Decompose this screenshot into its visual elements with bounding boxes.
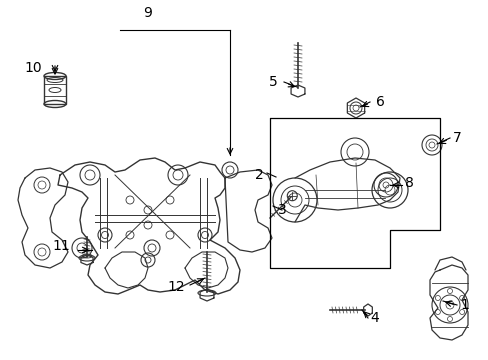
- Text: 3: 3: [278, 203, 286, 217]
- Text: 9: 9: [143, 6, 152, 20]
- Text: 7: 7: [452, 131, 461, 145]
- Text: 4: 4: [369, 311, 378, 325]
- Text: 1: 1: [459, 298, 468, 312]
- Bar: [44, 76, 66, 104]
- Text: 8: 8: [404, 176, 413, 190]
- Text: 12: 12: [167, 280, 184, 294]
- Text: 6: 6: [375, 95, 384, 109]
- Text: 10: 10: [24, 61, 42, 75]
- Text: 2: 2: [255, 168, 264, 182]
- Text: 11: 11: [52, 239, 70, 253]
- Text: 5: 5: [269, 75, 278, 89]
